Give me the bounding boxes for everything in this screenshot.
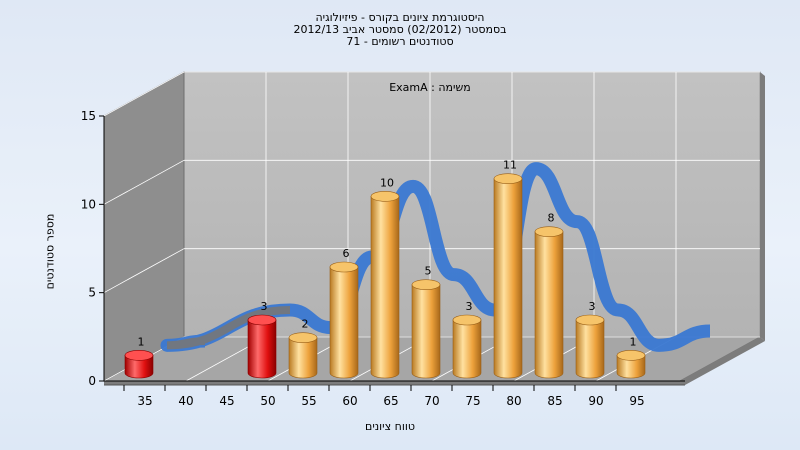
bar-value-label: 10 bbox=[380, 176, 394, 189]
chart-title-line-2: בסמסטר (02/2012) סמסטר אביב 2012/13 bbox=[293, 23, 507, 36]
bar-top bbox=[493, 173, 523, 184]
bar-body bbox=[370, 196, 400, 379]
bar-top bbox=[411, 279, 441, 290]
bar-value-label: 5 bbox=[425, 265, 432, 278]
chart-title-line-1: היסטוגרמת ציונים בקורס - פיזיולוגיה bbox=[315, 11, 485, 24]
x-tick-label: 80 bbox=[506, 394, 521, 408]
bar: 1 bbox=[124, 335, 154, 379]
bar-body bbox=[534, 231, 564, 379]
bar: 6 bbox=[329, 247, 359, 379]
bar: 5 bbox=[411, 265, 441, 379]
chart-title-line-3: סטודנטים רשומים - 71 bbox=[346, 35, 454, 48]
bar-top bbox=[247, 314, 277, 326]
bar: 3 bbox=[452, 300, 482, 379]
y-axis-label: מספר סטודנטים bbox=[43, 213, 57, 290]
bar-body bbox=[124, 355, 154, 379]
bar-value-label: 1 bbox=[138, 335, 145, 348]
grid-line-side bbox=[103, 159, 185, 205]
x-tick-label: 35 bbox=[137, 394, 152, 408]
bar-top bbox=[329, 261, 359, 273]
bar: 8 bbox=[534, 212, 564, 379]
bar-top bbox=[534, 226, 564, 237]
x-tick-label: 55 bbox=[301, 394, 316, 408]
grid-line-side bbox=[103, 248, 185, 294]
x-tick-label: 95 bbox=[629, 394, 644, 408]
x-tick-label: 85 bbox=[547, 394, 562, 408]
bar-value-label: 6 bbox=[343, 247, 350, 260]
bar-body bbox=[411, 284, 441, 379]
bar-top bbox=[616, 350, 646, 361]
back-wall-edge bbox=[760, 72, 765, 341]
x-tick-label: 60 bbox=[342, 394, 357, 408]
bar-top bbox=[370, 191, 400, 202]
x-tick-label: 65 bbox=[383, 394, 398, 408]
bar-body bbox=[493, 178, 523, 379]
bar-value-label: 1 bbox=[630, 335, 637, 348]
y-tick-label: 0 bbox=[88, 374, 96, 388]
bar: 3 bbox=[247, 300, 277, 379]
bar-value-label: 3 bbox=[466, 300, 473, 313]
distribution-curve-low bbox=[166, 306, 291, 350]
x-tick-label: 45 bbox=[219, 394, 234, 408]
bar-top bbox=[124, 350, 154, 361]
bar-value-label: 3 bbox=[589, 300, 596, 313]
x-axis-label: טווח ציונים bbox=[365, 420, 415, 433]
bar-body bbox=[288, 337, 318, 379]
x-tick-label: 75 bbox=[465, 394, 480, 408]
bar: 11 bbox=[493, 159, 523, 379]
bar: 2 bbox=[288, 318, 318, 379]
bar-top bbox=[288, 332, 318, 343]
bar-body bbox=[452, 319, 482, 379]
x-tick-label: 50 bbox=[260, 394, 275, 408]
y-tick-label: 15 bbox=[81, 109, 96, 123]
bar-value-label: 3 bbox=[261, 300, 268, 313]
bar-body bbox=[329, 266, 359, 379]
bar-value-label: 8 bbox=[548, 212, 555, 225]
bar-body bbox=[247, 319, 277, 379]
bar: 1 bbox=[616, 335, 646, 379]
y-tick-label: 5 bbox=[88, 286, 96, 300]
grid-line-side bbox=[103, 71, 185, 117]
bar-value-label: 11 bbox=[503, 159, 517, 172]
y-tick-label: 10 bbox=[81, 197, 96, 211]
bar-top bbox=[452, 314, 482, 326]
bar-value-label: 2 bbox=[302, 318, 309, 331]
task-annotation: משימה : ExamA bbox=[389, 81, 471, 94]
x-tick-label: 70 bbox=[424, 394, 439, 408]
bar-body bbox=[575, 319, 605, 379]
bar: 3 bbox=[575, 300, 605, 379]
bar: 10 bbox=[370, 176, 400, 379]
x-tick-label: 90 bbox=[588, 394, 603, 408]
bar-body bbox=[616, 355, 646, 379]
x-tick-label: 40 bbox=[178, 394, 193, 408]
bar-top bbox=[575, 314, 605, 326]
